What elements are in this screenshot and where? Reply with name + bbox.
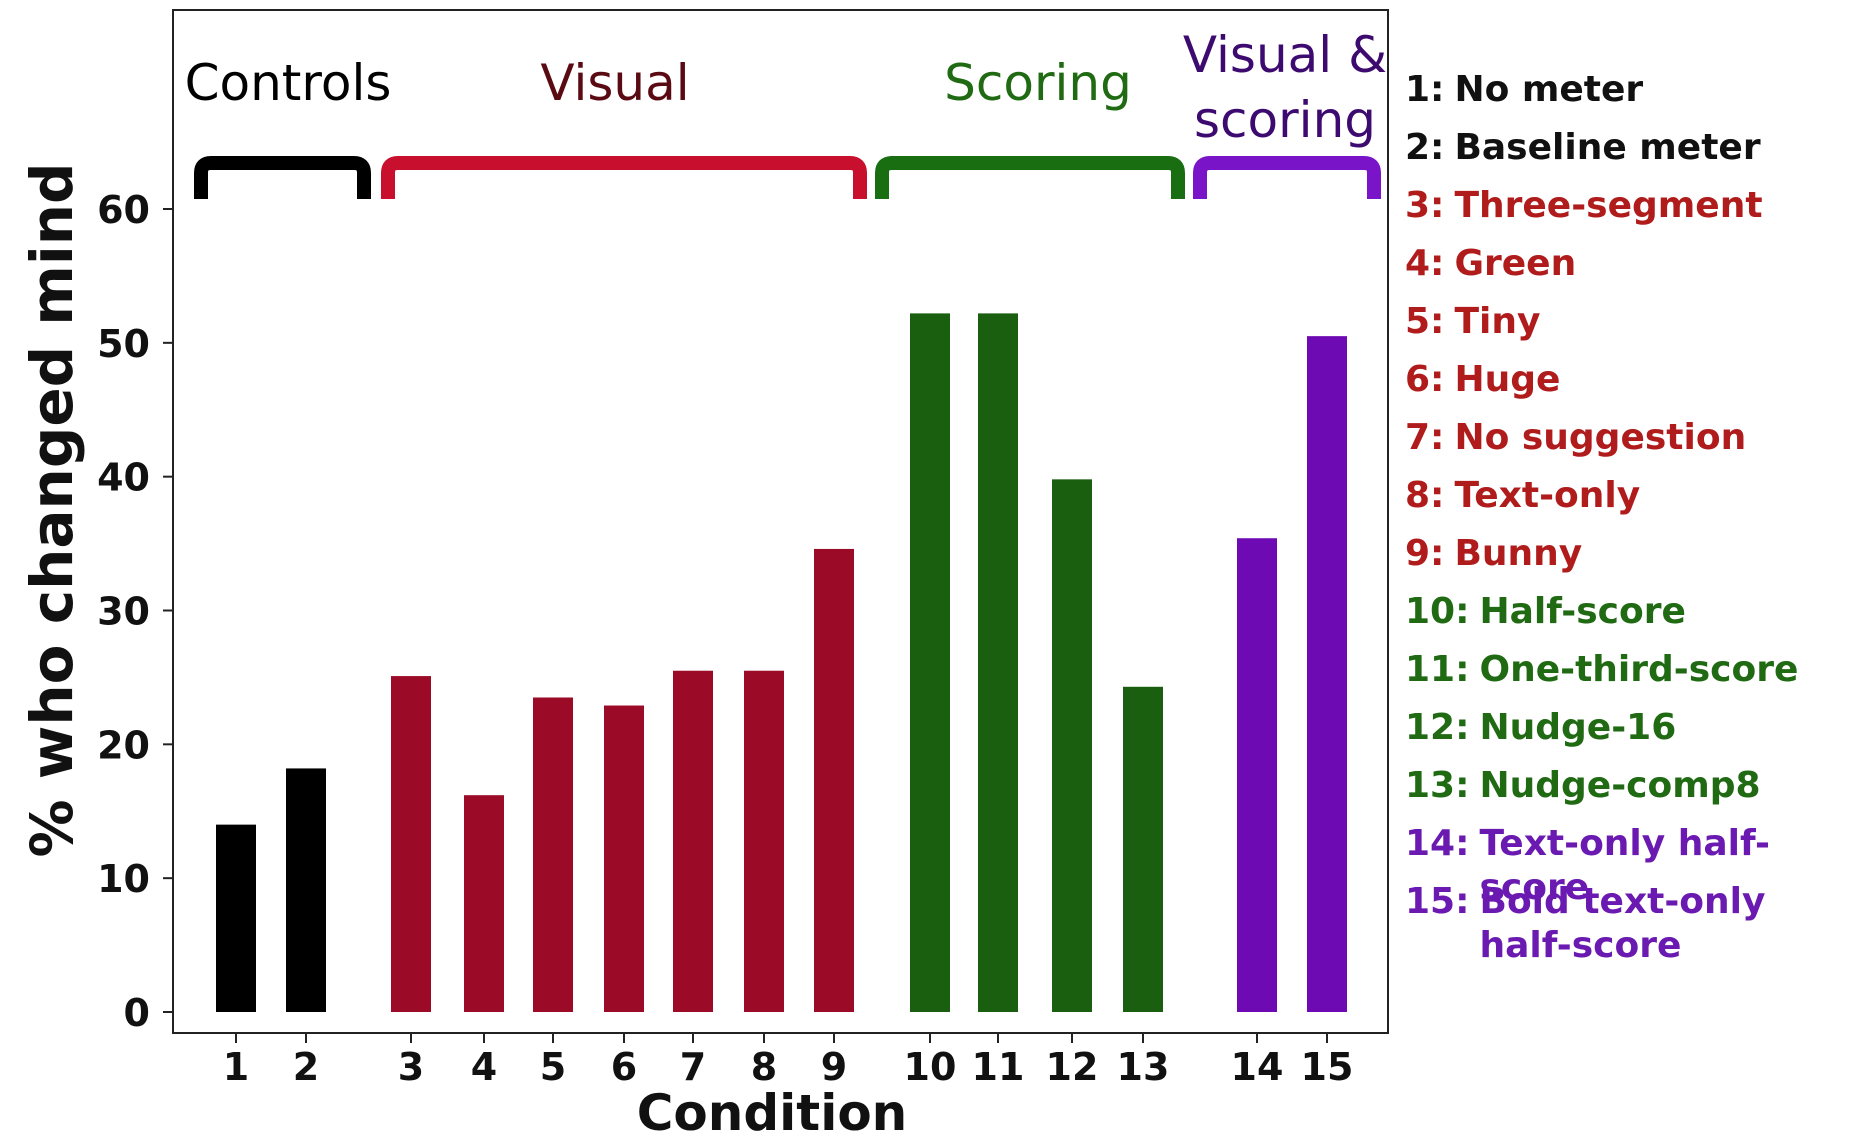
x-tick-label: 12 — [1046, 1045, 1099, 1089]
group-bracket-visual — [381, 156, 867, 199]
bar-condition-6 — [604, 705, 644, 1012]
x-axis: 1 2 3 4 5 6 7 8 9 10 11 12 13 14 15 — [173, 1032, 1388, 1089]
group-bracket-scoring — [875, 156, 1185, 199]
legend-item-4: 4: Green — [1405, 242, 1860, 300]
x-tick-label: 3 — [398, 1045, 424, 1089]
y-tick-label: 40 — [97, 456, 150, 500]
legend-item-10: 10: Half-score — [1405, 590, 1860, 648]
legend-label: Three-segment — [1454, 185, 1763, 226]
x-tick-label: 6 — [611, 1045, 637, 1089]
legend-number: 4: — [1405, 243, 1445, 284]
legend-item-11: 11: One-third-score — [1405, 648, 1860, 706]
bar-condition-11 — [978, 313, 1018, 1012]
bar-condition-2 — [286, 768, 326, 1012]
x-tick-label: 7 — [680, 1045, 706, 1089]
group-label-visual: Visual — [540, 54, 689, 112]
legend-label: Baseline meter — [1454, 127, 1761, 168]
legend-item-15: 15: Bold text-only half-score — [1405, 880, 1860, 996]
y-tick-label: 10 — [97, 857, 150, 901]
y-tick-label: 30 — [97, 590, 150, 634]
bar-condition-14 — [1237, 538, 1277, 1012]
bar-condition-5 — [533, 697, 573, 1012]
legend-label: No suggestion — [1454, 417, 1747, 458]
legend-number: 9: — [1405, 533, 1445, 574]
bar-condition-9 — [814, 548, 854, 1012]
group-bracket-visual-scoring — [1193, 156, 1381, 199]
group-brackets — [194, 156, 1381, 199]
legend-label: Green — [1454, 243, 1577, 284]
legend-label: Bunny — [1454, 533, 1583, 574]
legend-label: Bold text-only half-score — [1479, 881, 1766, 966]
legend-number: 6: — [1405, 359, 1445, 400]
x-tick-label: 11 — [972, 1045, 1025, 1089]
x-tick-label: 1 — [223, 1045, 249, 1089]
group-label-controls: Controls — [185, 54, 392, 112]
legend-item-14: 14: Text-only half-score — [1405, 822, 1860, 908]
bar-condition-15 — [1307, 336, 1347, 1012]
group-label-scoring: Scoring — [944, 54, 1132, 112]
x-tick-label: 4 — [471, 1045, 497, 1089]
legend-item-12: 12: Nudge-16 — [1405, 706, 1860, 764]
group-labels: Controls Visual Scoring Visual & scoring — [185, 26, 1387, 149]
legend: 1: No meter 2: Baseline meter 3: Three-segmen… — [1405, 68, 1860, 996]
group-label-visual-scoring: Visual & scoring — [1183, 26, 1387, 149]
bar-condition-1 — [216, 824, 256, 1012]
x-tick-label: 9 — [821, 1045, 847, 1089]
legend-number: 11: — [1405, 649, 1470, 690]
bar-condition-8 — [744, 670, 784, 1012]
legend-label: Huge — [1454, 359, 1561, 400]
x-tick-label: 8 — [751, 1045, 777, 1089]
x-tick-label: 2 — [293, 1045, 319, 1089]
legend-item-13: 13: Nudge-comp8 — [1405, 764, 1860, 822]
legend-item-5: 5: Tiny — [1405, 300, 1860, 358]
legend-number: 2: — [1405, 127, 1445, 168]
y-tick-label: 60 — [97, 188, 150, 232]
x-tick-label: 15 — [1301, 1045, 1354, 1089]
bar-condition-10 — [910, 313, 950, 1012]
y-axis: 0 10 20 30 40 50 60 — [97, 10, 174, 1035]
legend-number: 3: — [1405, 185, 1445, 226]
legend-label: Half-score — [1479, 591, 1686, 632]
legend-number: 5: — [1405, 301, 1445, 342]
y-axis-title: % who changed mind — [18, 162, 86, 857]
x-tick-label: 5 — [540, 1045, 566, 1089]
legend-item-3: 3: Three-segment — [1405, 184, 1860, 242]
legend-item-9: 9: Bunny — [1405, 532, 1860, 590]
legend-item-2: 2: Baseline meter — [1405, 126, 1860, 184]
x-axis-title: Condition — [637, 1084, 908, 1142]
group-bracket-controls — [194, 156, 371, 199]
legend-number: 8: — [1405, 475, 1445, 516]
bar-condition-7 — [673, 670, 713, 1012]
x-tick-label: 13 — [1117, 1045, 1170, 1089]
legend-label: Text-only half-score — [1479, 823, 1771, 908]
y-tick-label: 20 — [97, 723, 150, 767]
bar-condition-3 — [391, 676, 431, 1012]
bar-condition-12 — [1052, 479, 1092, 1012]
legend-label: No meter — [1454, 69, 1644, 110]
x-tick-label: 10 — [904, 1045, 957, 1089]
y-tick-label: 50 — [97, 322, 150, 366]
legend-number: 10: — [1405, 591, 1470, 632]
bars — [216, 313, 1347, 1012]
legend-item-1: 1: No meter — [1405, 68, 1860, 126]
legend-label: Tiny — [1454, 301, 1541, 342]
legend-label: One-third-score — [1479, 649, 1799, 690]
x-tick-label: 14 — [1231, 1045, 1284, 1089]
legend-number: 12: — [1405, 707, 1470, 748]
legend-number: 15: — [1405, 881, 1470, 922]
legend-label: Nudge-16 — [1479, 707, 1677, 748]
legend-label: Nudge-comp8 — [1479, 765, 1761, 806]
legend-item-8: 8: Text-only — [1405, 474, 1860, 532]
legend-number: 7: — [1405, 417, 1445, 458]
bar-condition-4 — [464, 795, 504, 1012]
legend-number: 14: — [1405, 823, 1470, 864]
legend-number: 13: — [1405, 765, 1470, 806]
legend-item-7: 7: No suggestion — [1405, 416, 1860, 474]
y-tick-label: 0 — [124, 991, 150, 1035]
bar-condition-13 — [1123, 686, 1163, 1012]
legend-item-6: 6: Huge — [1405, 358, 1860, 416]
legend-number: 1: — [1405, 69, 1445, 110]
legend-label: Text-only — [1454, 475, 1641, 516]
